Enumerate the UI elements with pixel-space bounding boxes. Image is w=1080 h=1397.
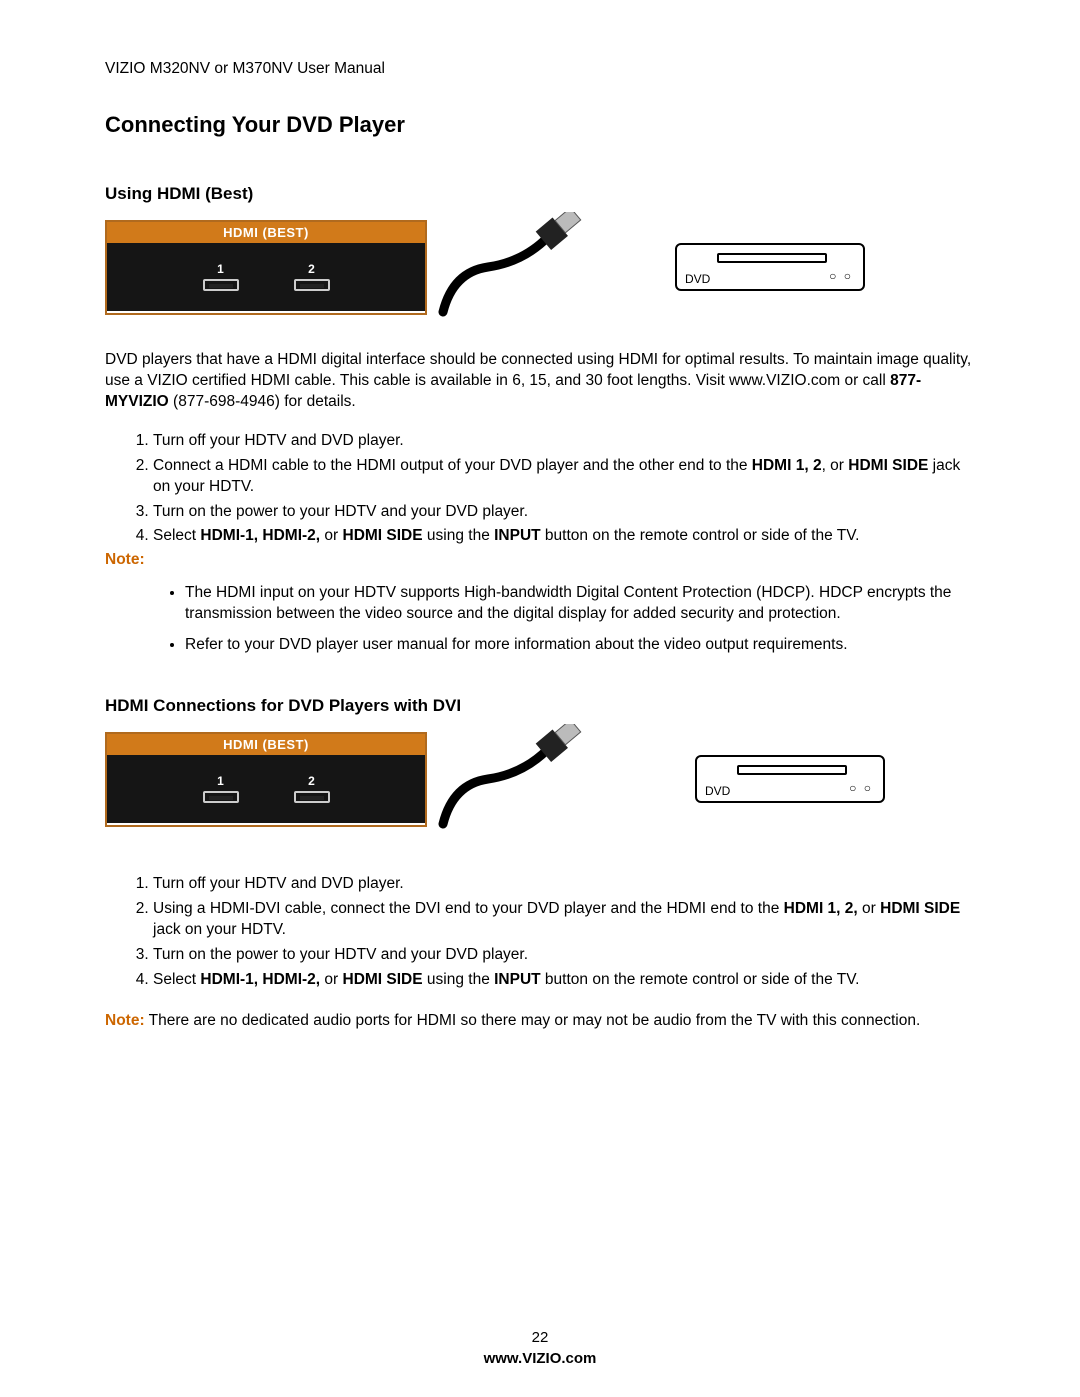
hdmi-cable-icon (433, 212, 593, 322)
section1-figure: HDMI (BEST) 1 2 DVD ○ ○ (105, 212, 975, 322)
step-item: Select HDMI-1, HDMI-2, or HDMI SIDE usin… (153, 526, 975, 547)
step-item: Using a HDMI-DVI cable, connect the DVI … (153, 899, 975, 941)
dvd-buttons-icon: ○ ○ (829, 269, 853, 283)
section1-bullets: The HDMI input on your HDTV supports Hig… (105, 583, 975, 656)
hdmi-port-2: 2 (294, 262, 330, 291)
hdmi-slot-icon (203, 279, 239, 291)
doc-header: VIZIO M320NV or M370NV User Manual (105, 60, 975, 78)
bullet-item: Refer to your DVD player user manual for… (185, 635, 975, 656)
page-number: 22 (0, 1329, 1080, 1346)
section1-heading: Using HDMI (Best) (105, 184, 975, 204)
page-title: Connecting Your DVD Player (105, 112, 975, 138)
hdmi-port-2: 2 (294, 774, 330, 803)
section2-figure: HDMI (BEST) 1 2 DVD ○ ○ (105, 724, 975, 834)
hdmi-slot-icon (294, 279, 330, 291)
page-footer: 22 www.VIZIO.com (0, 1329, 1080, 1367)
footer-url: www.VIZIO.com (0, 1350, 1080, 1367)
step-item: Turn on the power to your HDTV and your … (153, 502, 975, 523)
step-item: Select HDMI-1, HDMI-2, or HDMI SIDE usin… (153, 970, 975, 991)
section1-intro: DVD players that have a HDMI digital int… (105, 350, 975, 413)
hdmi-body: 1 2 (107, 243, 425, 311)
section2-heading: HDMI Connections for DVD Players with DV… (105, 696, 975, 716)
hdmi-port-1: 1 (203, 774, 239, 803)
dvd-buttons-icon: ○ ○ (849, 781, 873, 795)
section1-steps: Turn off your HDTV and DVD player. Conne… (105, 431, 975, 548)
section2-note: Note: There are no dedicated audio ports… (105, 1011, 975, 1032)
dvd-player-icon: DVD ○ ○ (675, 243, 865, 291)
section2-steps: Turn off your HDTV and DVD player. Using… (105, 874, 975, 991)
step-item: Connect a HDMI cable to the HDMI output … (153, 456, 975, 498)
hdmi-panel-2: HDMI (BEST) 1 2 (105, 732, 427, 827)
step-item: Turn off your HDTV and DVD player. (153, 874, 975, 895)
hdmi-banner: HDMI (BEST) (107, 222, 425, 243)
dvd-tray-icon (717, 253, 827, 263)
step-item: Turn on the power to your HDTV and your … (153, 945, 975, 966)
hdmi-panel-1: HDMI (BEST) 1 2 (105, 220, 427, 315)
dvd-tray-icon (737, 765, 847, 775)
dvd-label: DVD (705, 784, 730, 798)
hdmi-cable-icon (433, 724, 593, 834)
hdmi-banner: HDMI (BEST) (107, 734, 425, 755)
hdmi-port-1: 1 (203, 262, 239, 291)
page: VIZIO M320NV or M370NV User Manual Conne… (0, 0, 1080, 1397)
section1-note-label: Note: (105, 551, 975, 569)
bullet-item: The HDMI input on your HDTV supports Hig… (185, 583, 975, 625)
step-item: Turn off your HDTV and DVD player. (153, 431, 975, 452)
hdmi-body: 1 2 (107, 755, 425, 823)
dvd-label: DVD (685, 272, 710, 286)
hdmi-slot-icon (294, 791, 330, 803)
dvd-player-icon: DVD ○ ○ (695, 755, 885, 803)
hdmi-slot-icon (203, 791, 239, 803)
